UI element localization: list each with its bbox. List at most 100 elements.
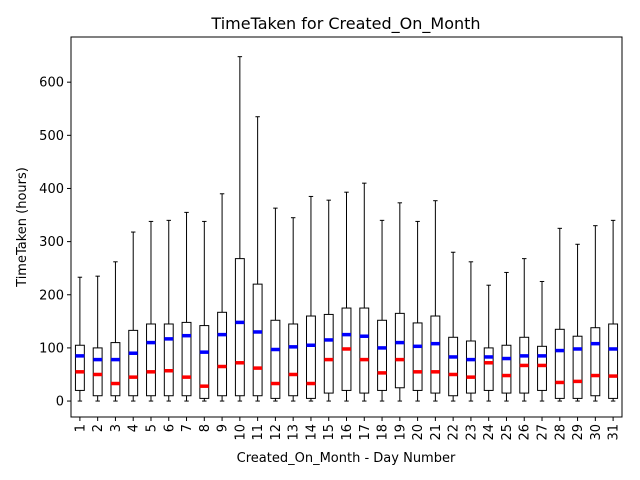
box-5 [146, 220, 156, 402]
box-27 [537, 280, 547, 402]
x-tick-label: 31 [607, 424, 622, 441]
y-tick-label: 600 [39, 76, 64, 91]
box-31 [608, 219, 619, 402]
x-tick-label: 6 [162, 424, 177, 432]
box-iqr [74, 344, 85, 391]
box-6 [163, 219, 174, 402]
box-23 [465, 261, 476, 402]
box-2 [92, 275, 103, 402]
plot-area [74, 56, 619, 402]
x-tick-label: 15 [322, 424, 337, 441]
box-iqr [146, 323, 156, 397]
box-iqr [501, 344, 512, 394]
box-iqr [181, 321, 192, 397]
y-tick-label: 0 [56, 395, 64, 410]
x-tick-label: 19 [393, 424, 408, 441]
box-16 [341, 191, 352, 402]
chart-title: TimeTaken for Created_On_Month [210, 14, 480, 34]
x-tick-label: 1 [73, 424, 88, 432]
x-tick-label: 22 [447, 424, 462, 441]
box-14 [306, 195, 316, 402]
box-iqr [359, 307, 370, 394]
box-iqr [199, 325, 210, 399]
x-tick-label: 20 [411, 424, 426, 441]
box-iqr [465, 340, 476, 394]
box-iqr [537, 345, 547, 391]
y-tick-label: 500 [39, 129, 64, 144]
box-17 [359, 182, 370, 402]
x-tick-label: 29 [571, 424, 586, 441]
box-iqr [377, 319, 387, 391]
box-iqr [252, 283, 263, 397]
box-1 [74, 276, 85, 402]
box-29 [572, 243, 583, 402]
y-tick-label: 100 [39, 341, 64, 356]
x-tick-label: 23 [464, 424, 479, 441]
box-iqr [234, 258, 245, 397]
x-tick-label: 25 [500, 424, 515, 441]
y-tick-label: 400 [39, 182, 64, 197]
x-tick-label: 24 [482, 424, 497, 441]
x-tick-label: 12 [269, 424, 284, 441]
x-tick-label: 16 [340, 424, 355, 441]
box-iqr [306, 315, 316, 399]
box-iqr [217, 311, 228, 397]
x-tick-label: 14 [304, 424, 319, 441]
box-18 [377, 219, 387, 402]
box-9 [217, 193, 228, 402]
x-tick-label: 3 [109, 424, 124, 432]
x-tick-label: 18 [376, 424, 391, 441]
x-tick-label: 13 [287, 424, 302, 441]
box-iqr [270, 319, 281, 399]
box-iqr [448, 336, 459, 397]
y-axis: 0 100 200 300 400 500 600 [39, 76, 71, 410]
box-iqr [163, 323, 174, 397]
x-tick-label: 21 [429, 424, 444, 441]
box-iqr [554, 328, 565, 399]
box-iqr [572, 335, 583, 399]
box-iqr [288, 323, 299, 397]
box-iqr [92, 347, 103, 397]
box-24 [483, 284, 494, 402]
box-iqr [394, 312, 405, 389]
box-20 [412, 220, 423, 402]
x-tick-label: 11 [251, 424, 266, 441]
box-4 [128, 231, 139, 402]
box-iqr [608, 323, 619, 399]
x-axis: 1 2 3 4 5 6 7 8 9 10 11 12 13 14 15 16 17 18 19 20 21 22 23 24 2… [73, 417, 622, 441]
x-tick-label: 28 [553, 424, 568, 441]
box-8 [199, 220, 210, 402]
box-iqr [110, 342, 121, 397]
x-tick-label: 26 [518, 424, 533, 441]
y-tick-label: 300 [39, 235, 64, 250]
box-11 [252, 116, 263, 402]
box-26 [519, 258, 530, 402]
box-28 [554, 227, 565, 402]
box-30 [590, 225, 601, 402]
box-10 [234, 56, 245, 402]
x-tick-label: 7 [180, 424, 195, 432]
box-iqr [128, 329, 139, 397]
x-tick-label: 27 [536, 424, 551, 441]
box-21 [430, 200, 441, 402]
x-tick-label: 30 [589, 424, 604, 441]
x-tick-label: 10 [233, 424, 248, 441]
x-tick-label: 4 [127, 424, 142, 432]
box-22 [448, 251, 459, 402]
x-tick-label: 5 [144, 424, 159, 432]
y-tick-label: 200 [39, 288, 64, 303]
x-tick-label: 17 [358, 424, 373, 441]
x-tick-label: 9 [216, 424, 231, 432]
x-tick-label: 8 [198, 424, 213, 432]
box-25 [501, 271, 512, 402]
box-7 [181, 211, 192, 402]
box-iqr [430, 315, 441, 394]
box-19 [394, 202, 405, 402]
x-axis-label: Created_On_Month - Day Number [237, 451, 456, 466]
y-axis-label: TimeTaken (hours) [15, 167, 30, 288]
box-iqr [323, 313, 334, 394]
box-12 [270, 207, 281, 402]
box-13 [288, 217, 299, 402]
box-3 [110, 261, 121, 402]
